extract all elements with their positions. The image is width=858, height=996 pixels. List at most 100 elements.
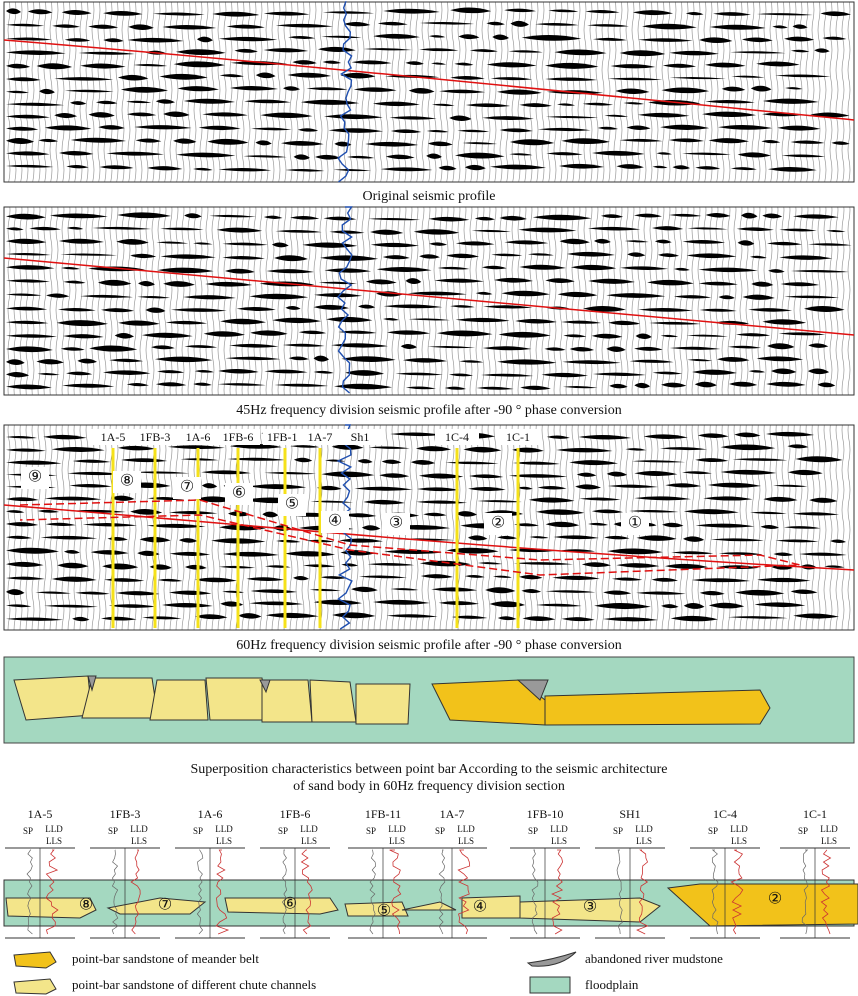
seismic-event (807, 243, 852, 246)
seismic-event (741, 212, 758, 219)
seismic-event (668, 213, 702, 217)
seismic-event (161, 603, 213, 608)
seismic-event (353, 87, 397, 92)
seismic-event (220, 318, 266, 325)
seismic-event (546, 152, 583, 156)
seismic-event (66, 371, 93, 376)
seismic-event (793, 613, 839, 619)
seismic-event (285, 168, 325, 172)
seismic-event (826, 229, 846, 233)
zone-label: ① (628, 515, 642, 532)
seismic-event (766, 241, 802, 246)
seismic-event (569, 346, 595, 352)
seismic-event (713, 320, 750, 325)
seismic-event (315, 154, 341, 160)
zone-box (484, 513, 512, 535)
seismic-event (63, 280, 86, 284)
seismic-event (373, 33, 420, 39)
seismic-event (6, 102, 65, 106)
seismic-event (283, 86, 301, 91)
log-label: LLD (388, 824, 406, 834)
seismic-panel: 1A-5 1FB-3 1A-6 1FB-6 1FB-11 1A-7 Sh1 1C-4 1C-1 ⑨… (3, 424, 855, 631)
seismic-event (290, 216, 320, 220)
seismic-event (194, 370, 214, 373)
well-log (337, 206, 353, 394)
seismic-event (78, 51, 135, 55)
seismic-event (514, 523, 539, 527)
seismic-event (317, 46, 356, 52)
seismic-event (63, 549, 80, 554)
seismic-event (635, 333, 652, 339)
seismic-event (728, 616, 788, 619)
seismic-event (363, 48, 413, 51)
resistivity-curve (215, 849, 230, 935)
seismic-event (597, 126, 619, 130)
seismic-event (734, 432, 761, 438)
seismic-event (418, 473, 464, 479)
seismic-event (201, 483, 218, 489)
well-label: 1C-4 (445, 430, 469, 444)
seismic-event (662, 522, 684, 528)
seismic-event (559, 238, 590, 245)
well-label-box (435, 429, 479, 445)
seismic-event (469, 474, 504, 479)
seismic-event (465, 103, 510, 108)
seismic-event (217, 383, 266, 386)
seismic-event (489, 164, 547, 170)
seismic-event (6, 238, 47, 245)
seismic-event (481, 265, 507, 270)
seismic-event (831, 141, 850, 145)
seismic-event (692, 369, 737, 375)
seismic-event (626, 125, 651, 130)
sp-curve (801, 849, 809, 935)
seismic-event (708, 602, 745, 609)
seismic-event (6, 334, 57, 338)
seismic-event (687, 227, 728, 230)
seismic-event (575, 484, 602, 490)
seismic-event (656, 152, 672, 155)
seismic-event (282, 343, 325, 347)
seismic-event (405, 61, 424, 65)
seismic-event (293, 575, 309, 581)
seismic-event (721, 86, 746, 92)
seismic-event (322, 11, 375, 14)
seismic-event (75, 591, 110, 595)
seismic-event (109, 358, 144, 363)
zone-label: ⑧ (79, 897, 93, 914)
seismic-event (485, 587, 516, 594)
seismic-event (634, 382, 650, 389)
seismic-event (634, 470, 678, 477)
seismic-event (383, 304, 443, 309)
seismic-event (390, 432, 443, 437)
seismic-event (372, 101, 420, 107)
seismic-event (515, 318, 557, 324)
seismic-event (773, 552, 794, 557)
resistivity-curve (820, 849, 832, 935)
seismic-event (115, 591, 160, 596)
resistivity-curve (551, 849, 564, 935)
seismic-event (766, 431, 815, 437)
seismic-event (361, 525, 381, 531)
seismic-event (682, 536, 705, 542)
log-label: SP (708, 826, 718, 836)
seismic-event (60, 347, 85, 351)
seismic-event (218, 36, 278, 42)
seismic-event (512, 461, 560, 465)
seismic-event (705, 213, 731, 218)
seismic-event (165, 320, 208, 325)
seismic-event (413, 229, 460, 235)
seismic-event (130, 253, 157, 259)
panel-caption: Original seismic profile (363, 189, 496, 204)
seismic-event (695, 523, 755, 528)
seismic-event (146, 523, 206, 528)
seismic-event (6, 604, 32, 608)
seismic-event (683, 602, 705, 609)
seismic-event (783, 526, 821, 529)
well-name: 1A-5 (28, 807, 53, 821)
seismic-event (6, 50, 66, 55)
log-label: LLD (550, 824, 568, 834)
seismic-event (591, 509, 624, 514)
seismic-event (486, 62, 537, 68)
log-label: LLS (551, 836, 567, 846)
zone-box (621, 513, 649, 535)
